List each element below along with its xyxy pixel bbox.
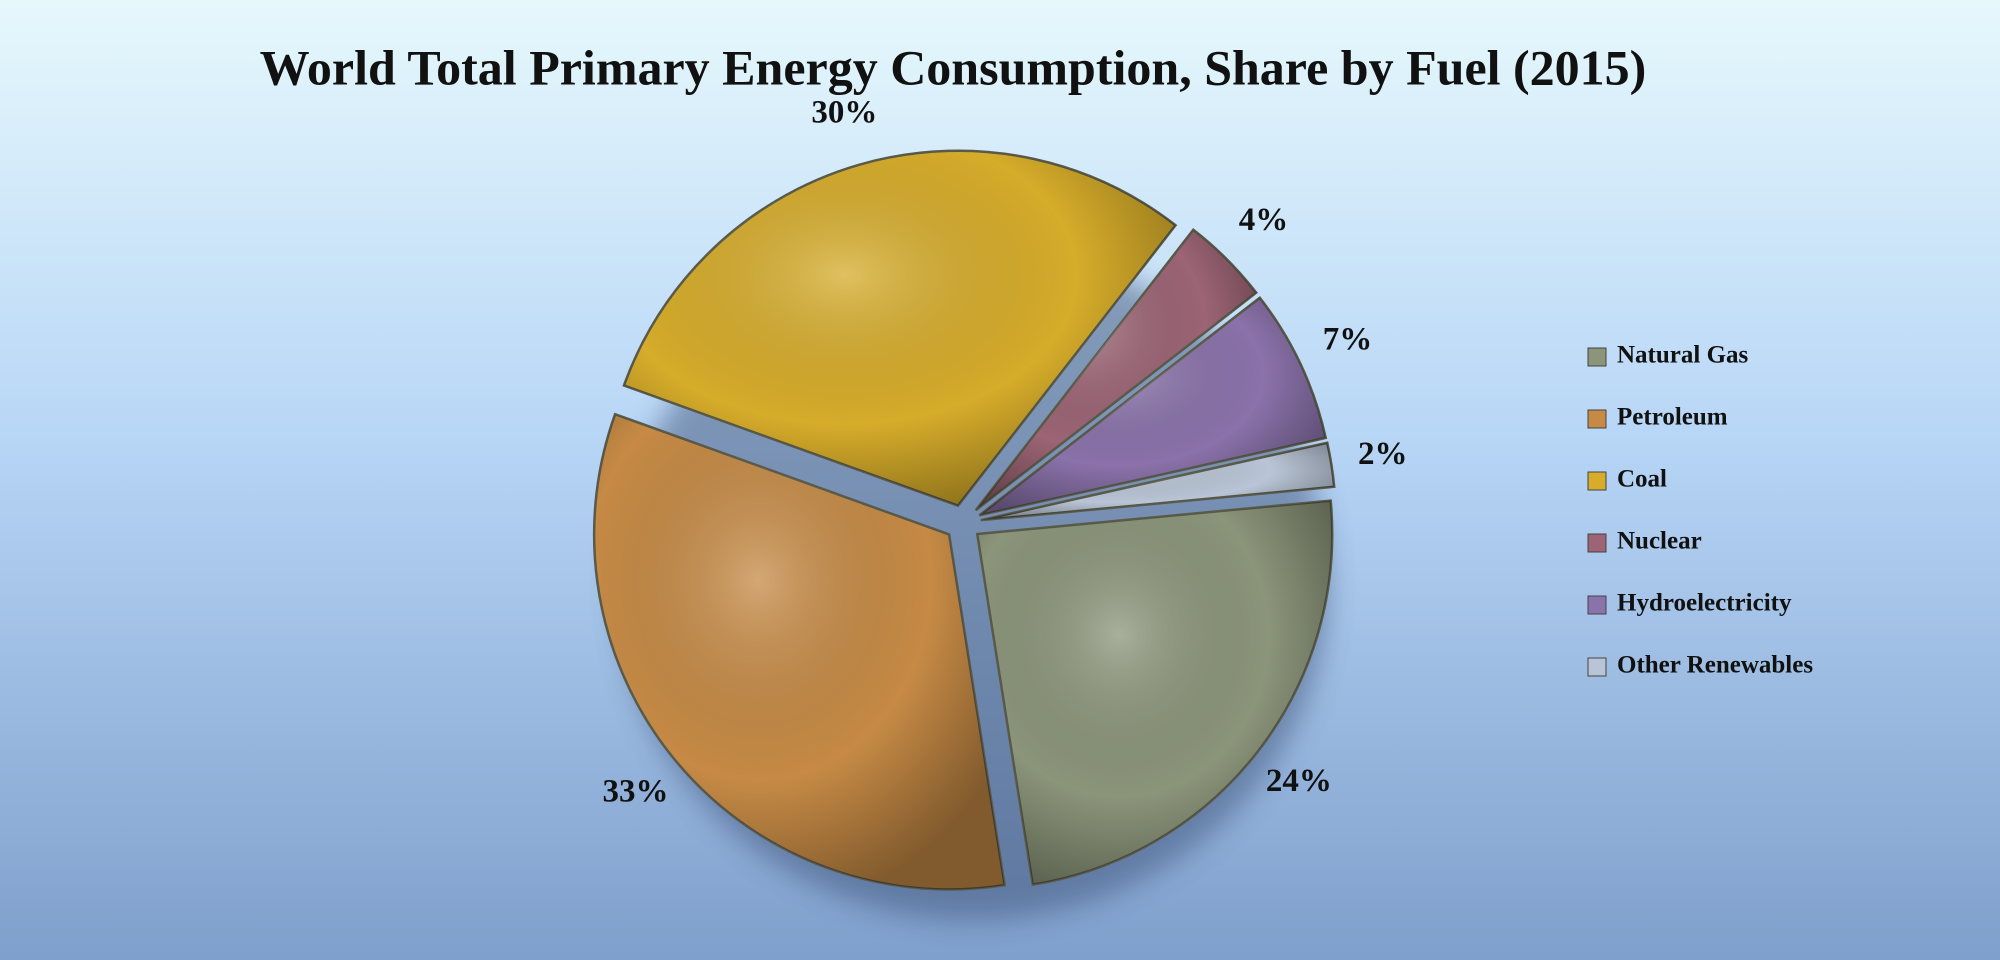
legend-label: Coal: [1617, 466, 1667, 493]
chart-title: World Total Primary Energy Consumption, …: [260, 39, 1647, 95]
slice-shading: [979, 297, 1326, 516]
legend-marker: [1587, 347, 1607, 367]
data-label: 24%: [1266, 763, 1332, 799]
data-label: 7%: [1323, 322, 1373, 358]
legend-marker: [1587, 471, 1607, 491]
slice-shading: [980, 442, 1335, 521]
pie-slice-group: [622, 149, 1178, 508]
slice-shading: [977, 500, 1333, 885]
legend-label: Nuclear: [1617, 528, 1702, 555]
pie-slice-group: [974, 228, 1258, 512]
data-label: 2%: [1358, 436, 1408, 472]
legend-marker: [1587, 595, 1607, 615]
legend-marker: [1587, 533, 1607, 553]
pie-slice-group: [975, 499, 1334, 887]
legend-marker: [1587, 657, 1607, 677]
data-label: 4%: [1239, 202, 1289, 238]
legend-label: Petroleum: [1617, 404, 1728, 431]
legend-marker: [1587, 409, 1607, 429]
pie-slice-group: [592, 412, 1007, 891]
legend-label: Other Renewables: [1617, 652, 1813, 679]
legend-label: Natural Gas: [1617, 342, 1749, 369]
pie-slice-group: [978, 296, 1328, 517]
data-label: 33%: [603, 773, 669, 809]
legend-label: Hydroelectricity: [1617, 590, 1792, 617]
slice-shading: [975, 229, 1257, 511]
slice-shading: [623, 150, 1176, 506]
pie-slice-group: [980, 441, 1336, 522]
data-label: 30%: [811, 94, 877, 130]
slice-shading: [594, 414, 1005, 890]
